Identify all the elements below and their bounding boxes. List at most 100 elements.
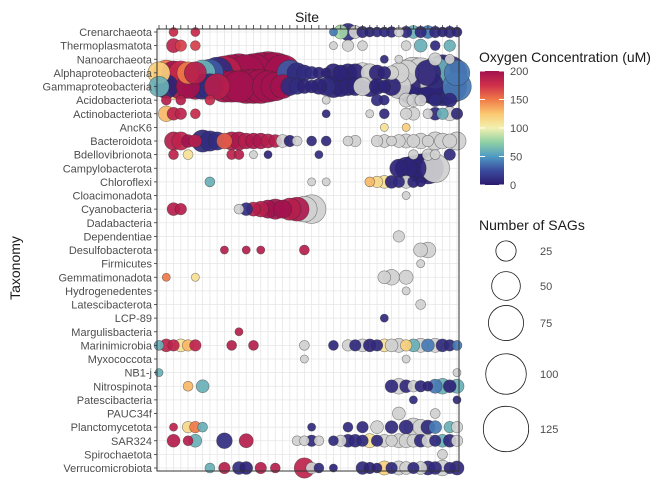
- y-tick-label: Crenarchaeota: [79, 27, 153, 39]
- bubble-point: [379, 123, 389, 132]
- bubble-point: [321, 109, 331, 119]
- bubble-point: [379, 54, 389, 64]
- bubble-point: [371, 134, 384, 148]
- bubble-point: [174, 107, 187, 120]
- top-x-axis-ticks: [158, 25, 458, 29]
- color-tick-label: 0: [510, 180, 516, 192]
- bubble-point: [450, 421, 464, 434]
- color-tick-label: 100: [510, 123, 528, 135]
- y-tick-label: Nanoarchaeota: [77, 54, 153, 66]
- y-axis: Crenarchaeota ThermoplasmatotaNanoarchaeo…: [43, 27, 157, 475]
- bubble-point: [429, 149, 441, 160]
- size-legend-circle: [491, 271, 521, 301]
- bubble-point: [166, 434, 181, 448]
- bubble-point: [174, 39, 187, 52]
- bubble-point: [364, 176, 376, 188]
- bubble-point: [443, 39, 456, 52]
- bubble-point: [321, 177, 331, 187]
- y-tick-label: NB1-j: [124, 368, 152, 380]
- y-tick-label: LCP-89: [115, 313, 152, 325]
- bubble-point: [443, 379, 457, 393]
- bubble-point: [398, 419, 414, 435]
- bubble-point: [371, 434, 384, 447]
- bubble-point: [204, 462, 216, 474]
- y-tick-label: Firmicutes: [101, 259, 152, 271]
- bubble-point: [304, 79, 319, 94]
- bubble-point: [379, 108, 390, 120]
- bubble-point: [190, 272, 200, 282]
- color-tick-label: 150: [510, 95, 528, 107]
- bubble-point: [416, 259, 426, 268]
- bubble-point: [370, 420, 384, 434]
- bubble-point: [273, 199, 292, 219]
- bubble-point: [414, 94, 427, 107]
- bubble-layer: [147, 23, 472, 479]
- y-tick-label: Patescibacteria: [77, 395, 153, 407]
- bubble-point: [401, 191, 411, 200]
- bubble-point: [392, 175, 405, 188]
- bubble-point: [415, 176, 426, 188]
- bubble-point: [313, 435, 325, 447]
- bubble-point: [182, 380, 194, 392]
- y-tick-label: AncK6: [120, 122, 152, 134]
- color-legend-ticks: 200 150 100 50 0: [480, 66, 528, 192]
- color-tick-label: 50: [510, 152, 522, 164]
- bubble-point: [190, 108, 201, 120]
- bubble-point: [408, 149, 419, 160]
- bubble-point: [332, 64, 349, 82]
- bubble-point: [216, 132, 233, 150]
- bubble-point: [189, 339, 202, 352]
- bubble-point: [413, 38, 428, 53]
- bubble-point: [300, 354, 309, 364]
- bubble-point: [385, 461, 398, 475]
- y-tick-label: Acidobacteriota: [76, 95, 153, 107]
- color-legend-title: Oxygen Concentration (uM): [479, 49, 651, 65]
- bubble-point: [342, 135, 354, 147]
- size-legend-label: 125: [540, 424, 558, 436]
- bubble-point: [377, 66, 392, 80]
- bubble-point: [349, 339, 362, 352]
- bubble-point: [161, 272, 171, 282]
- size-legend-items: 25 50 75 100 125: [482, 240, 558, 453]
- y-tick-label: Thermoplasmatota: [60, 41, 153, 53]
- bubble-point: [443, 148, 456, 161]
- size-legend-circle: [495, 240, 517, 262]
- size-legend-label: 100: [540, 369, 558, 381]
- bubble-point: [392, 406, 406, 421]
- bubble-point: [183, 61, 207, 85]
- bubble-point: [353, 77, 372, 96]
- bubble-point: [226, 340, 237, 351]
- bubble-point: [328, 340, 339, 351]
- y-tick-label: Cloacimonadota: [73, 191, 153, 203]
- bubble-point: [328, 435, 339, 447]
- bubble-point: [234, 327, 244, 337]
- bubble-point: [379, 94, 390, 106]
- bubble-point: [384, 338, 399, 353]
- bubble-point: [188, 134, 203, 148]
- bubble-point: [307, 177, 316, 187]
- bubble-point: [401, 123, 411, 132]
- y-tick-label: Planctomycetota: [71, 422, 153, 434]
- bubble-point: [421, 134, 434, 148]
- y-tick-label: Gemmatimonadota: [58, 272, 152, 284]
- bubble-point: [233, 149, 245, 160]
- bubble-point: [371, 462, 383, 474]
- bubble-point: [320, 135, 332, 147]
- size-legend-circle: [488, 305, 524, 341]
- bubble-point: [291, 135, 303, 147]
- bubble-point: [451, 340, 463, 351]
- bubble-point: [204, 94, 216, 106]
- bubble-point: [197, 421, 208, 433]
- bubble-point: [422, 380, 434, 392]
- bubble-point: [241, 245, 251, 255]
- bubble-point: [452, 368, 462, 377]
- bubble-point: [190, 40, 201, 51]
- size-legend: Number of SAGs 25 50 75 100 125: [479, 217, 585, 453]
- bubble-point: [320, 67, 332, 79]
- bubble-point: [437, 449, 448, 460]
- bubble-point: [401, 286, 411, 296]
- bubble-point: [239, 461, 253, 475]
- bubble-point: [342, 421, 354, 433]
